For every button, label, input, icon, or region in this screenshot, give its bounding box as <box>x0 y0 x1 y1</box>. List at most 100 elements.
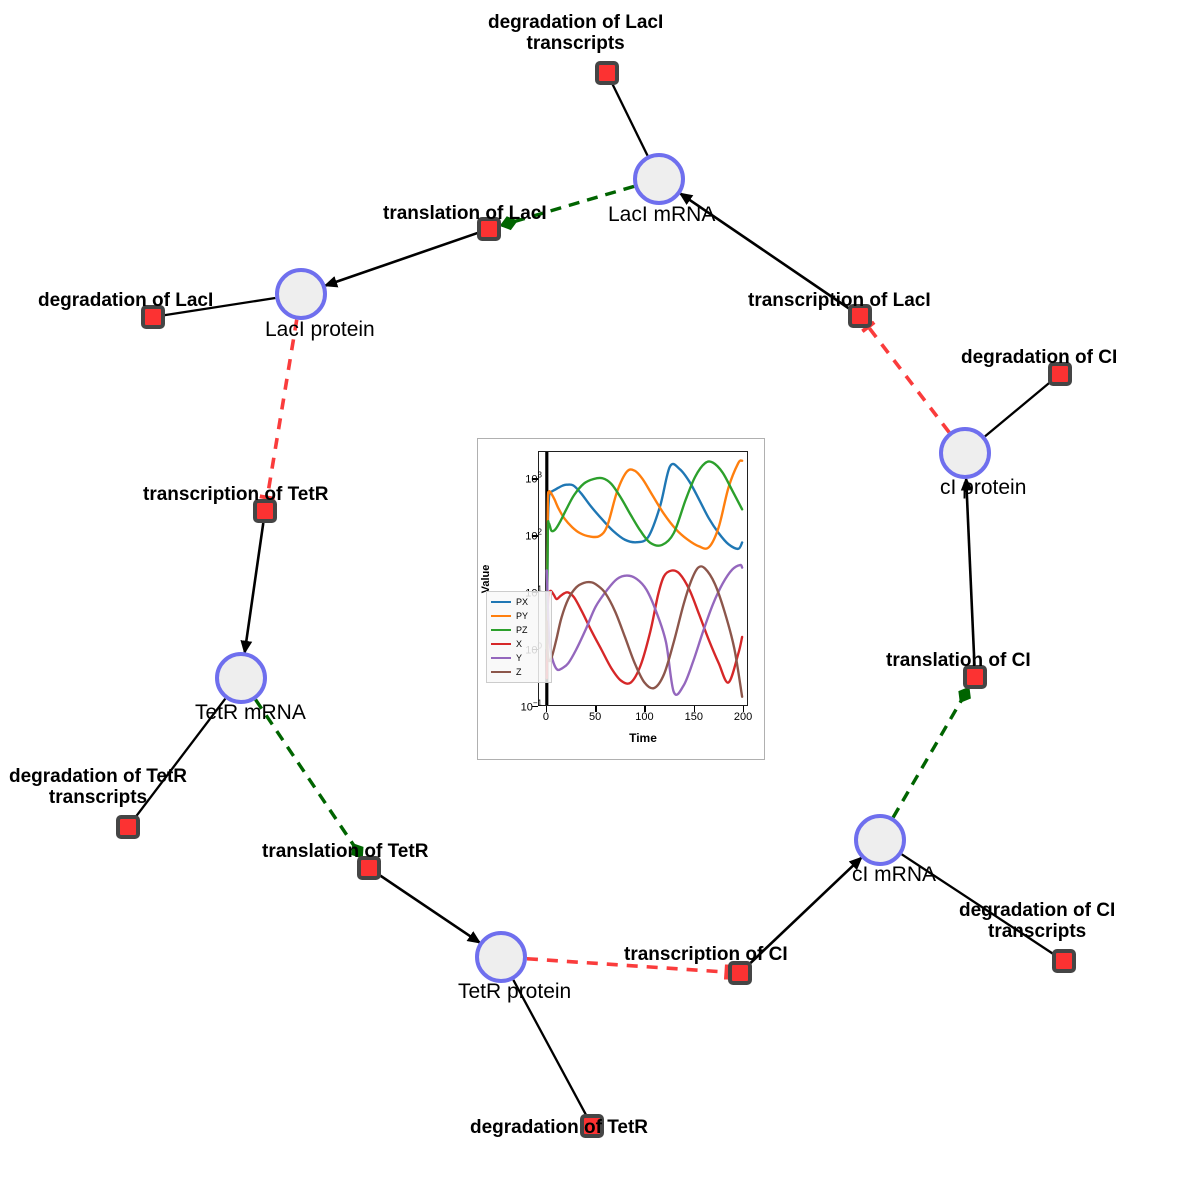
chart-legend-item-py: PY <box>491 609 547 623</box>
reaction-node-degradation-of-laci[interactable] <box>141 305 165 329</box>
chart-y-tickmark-4 <box>532 478 538 480</box>
species-node-ci-protein[interactable] <box>939 427 991 479</box>
chart-x-tick-4: 200 <box>733 711 753 723</box>
chart-legend-label-x: X <box>516 639 523 649</box>
chart-x-tick-0: 0 <box>542 711 549 723</box>
edge-product-transcr_ci-to-ci_mrna <box>747 856 863 966</box>
chart-x-tickmark-4 <box>743 706 745 712</box>
chart-x-tickmark-2 <box>644 706 646 712</box>
chart-legend-item-y: Y <box>491 651 547 665</box>
chart-legend-item-px: PX <box>491 595 547 609</box>
edge-substrate-deg_ci-to-ci_protein <box>984 380 1052 438</box>
reaction-label-transcription-of-laci: transcription of LacI <box>748 290 931 311</box>
chart-legend-label-py: PY <box>516 611 529 621</box>
chart-series-px <box>545 462 744 650</box>
reaction-label-degradation-of-laci: degradation of LacI <box>38 290 214 311</box>
edge-substrate-deg_laci_transcripts-to-laci_mrna <box>611 83 649 157</box>
reaction-node-degradation-of-ci-transcripts[interactable] <box>1052 949 1076 973</box>
edge-modifier-ci_mrna-to-transl_ci <box>891 686 971 819</box>
chart-x-tickmark-1 <box>595 706 597 712</box>
species-label-tetr-mrna: TetR mRNA <box>195 701 306 724</box>
reaction-node-translation-of-ci[interactable] <box>963 665 987 689</box>
chart-legend-swatch-px <box>491 600 511 604</box>
edge-product-transl_tetr-to-tetr_protein <box>378 873 482 944</box>
reaction-node-degradation-of-tetr[interactable] <box>580 1114 604 1138</box>
chart-legend-item-z: Z <box>491 665 547 679</box>
reaction-label-degradation-of-laci-transcripts: degradation of LacI transcripts <box>488 12 664 55</box>
chart-series-z <box>545 565 744 698</box>
chart-series-x <box>545 569 744 685</box>
edge-inhibition-ci_protein-to-transcr_laci <box>861 320 951 434</box>
reaction-label-transcription-of-tetr: transcription of TetR <box>143 484 329 505</box>
chart-x-tick-1: 50 <box>589 711 602 723</box>
chart-series-pz <box>545 460 744 650</box>
edge-substrate-tetr_mrna-to-deg_tetr_transcripts <box>134 698 227 818</box>
reaction-node-transcription-of-ci[interactable] <box>728 961 752 985</box>
edge-product-transcr_laci-to-laci_mrna <box>678 192 851 311</box>
species-label-ci-protein: cI protein <box>940 476 1027 499</box>
chart-legend-item-x: X <box>491 637 547 651</box>
chart-legend-swatch-pz <box>491 628 511 632</box>
reaction-label-degradation-of-tetr: degradation of TetR <box>470 1117 649 1138</box>
chart-y-tick-3: 102 <box>525 527 542 543</box>
edge-modifier-tetr_mrna-to-transl_tetr <box>254 698 364 859</box>
chart-y-tickmark-3 <box>532 535 538 537</box>
reaction-label-transcription-of-ci: transcription of CI <box>624 944 788 965</box>
reaction-node-translation-of-laci[interactable] <box>477 217 501 241</box>
chart-curves <box>545 452 744 705</box>
reaction-node-transcription-of-laci[interactable] <box>848 304 872 328</box>
species-node-tetr-protein[interactable] <box>475 931 527 983</box>
reaction-node-degradation-of-laci-transcripts[interactable] <box>595 61 619 85</box>
reaction-label-degradation-of-ci: degradation of CI <box>961 347 1118 368</box>
chart-series-py <box>545 459 744 650</box>
chart-legend-label-pz: PZ <box>516 625 528 635</box>
chart-legend-swatch-z <box>491 670 511 674</box>
species-label-laci-protein: LacI protein <box>265 318 375 341</box>
chart-legend-swatch-y <box>491 656 511 660</box>
chart-legend-label-y: Y <box>516 653 523 663</box>
chart-y-tickmark-0 <box>532 706 538 708</box>
chart-y-tick-0: 10−1 <box>520 698 542 714</box>
edge-paths <box>134 83 1054 1116</box>
chart-plot-area <box>538 451 748 706</box>
edge-substrate-deg_laci-to-laci_protein <box>164 296 276 317</box>
reaction-label-degradation-of-tetr-transcripts: degradation of TetR transcripts <box>9 766 188 809</box>
chart-legend-label-z: Z <box>516 667 522 677</box>
reaction-label-translation-of-laci: translation of LacI <box>383 203 547 224</box>
reaction-node-transcription-of-tetr[interactable] <box>253 499 277 523</box>
chart-x-tick-2: 100 <box>635 711 654 723</box>
edge-product-transl_ci-to-ci_protein <box>960 476 976 666</box>
reaction-node-degradation-of-tetr-transcripts[interactable] <box>116 815 140 839</box>
species-node-laci-protein[interactable] <box>275 268 327 320</box>
edge-substrate-ci_mrna-to-deg_ci_transcripts <box>901 853 1054 955</box>
chart-legend-label-px: PX <box>516 597 529 607</box>
chart-legend-swatch-x <box>491 642 511 646</box>
chart-legend-swatch-py <box>491 614 511 618</box>
edge-modifier-laci_mrna-to-transl_laci <box>499 184 635 231</box>
reaction-node-degradation-of-ci[interactable] <box>1048 362 1072 386</box>
chart-series-y <box>545 563 744 696</box>
species-label-ci-mrna: cI mRNA <box>852 863 936 886</box>
edge-inhibition-tetr_protein-to-transcr_ci <box>526 956 729 980</box>
edge-product-transl_laci-to-laci_protein <box>323 231 479 288</box>
reaction-label-translation-of-tetr: translation of TetR <box>262 841 429 862</box>
species-node-ci-mrna[interactable] <box>854 814 906 866</box>
chart-x-tickmark-3 <box>693 706 696 712</box>
species-node-laci-mrna[interactable] <box>633 153 685 205</box>
chart-x-tick-3: 150 <box>684 711 703 723</box>
species-node-tetr-mrna[interactable] <box>215 652 267 704</box>
chart-y-axis-label: Value <box>480 564 492 594</box>
reaction-label-degradation-of-ci-transcripts: degradation of CI transcripts <box>959 900 1116 943</box>
chart-x-axis-label: Time <box>629 731 657 745</box>
chart-legend: PX PY PZ X Y Z <box>486 591 552 683</box>
chart-x-tickmark-0 <box>545 706 548 712</box>
reaction-node-translation-of-tetr[interactable] <box>357 856 381 880</box>
edge-substrate-tetr_protein-to-deg_tetr <box>512 979 587 1116</box>
edge-product-transcr_tetr-to-tetr_mrna <box>240 522 265 655</box>
reaction-label-translation-of-ci: translation of CI <box>886 650 1031 671</box>
chart-legend-item-pz: PZ <box>491 623 547 637</box>
species-label-tetr-protein: TetR protein <box>458 980 572 1003</box>
